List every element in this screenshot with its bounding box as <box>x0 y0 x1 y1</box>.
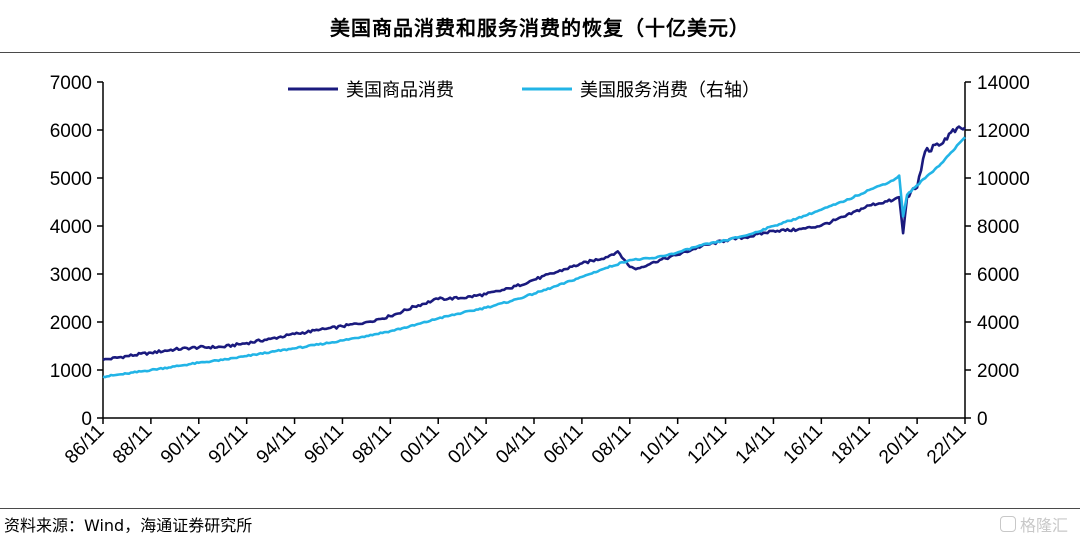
y-right-tick-label-0: 0 <box>977 409 988 430</box>
y-right-tick-label-3: 6000 <box>977 265 1019 286</box>
x-tick-label-3: 92/11 <box>205 421 252 468</box>
x-tick-label-2: 90/11 <box>157 421 204 468</box>
source-note: 资料来源：Wind，海通证券研究所 <box>4 516 253 535</box>
x-tick-label-12: 10/11 <box>636 421 683 468</box>
y-left-tick-label-0: 0 <box>81 409 92 430</box>
x-tick-label-17: 20/11 <box>875 421 922 468</box>
x-tick-label-4: 94/11 <box>253 421 300 468</box>
chart-title: 美国商品消费和服务消费的恢复（十亿美元） <box>330 16 750 40</box>
y-left-tick-label-5: 5000 <box>50 169 92 190</box>
x-tick-label-14: 14/11 <box>732 421 779 468</box>
y-left-tick-label-2: 2000 <box>50 313 92 334</box>
y-left-tick-label-6: 6000 <box>50 121 92 142</box>
x-tick-label-6: 98/11 <box>348 421 395 468</box>
legend-label-1: 美国服务消费（右轴） <box>580 80 760 101</box>
y-right-tick-label-1: 2000 <box>977 361 1019 382</box>
x-tick-label-16: 18/11 <box>827 421 874 468</box>
series-line-0 <box>102 125 966 362</box>
y-right-tick-label-6: 12000 <box>977 121 1030 142</box>
watermark-text: 格隆汇 <box>1019 516 1068 535</box>
x-tick-label-1: 88/11 <box>109 421 156 468</box>
x-tick-label-15: 16/11 <box>779 421 826 468</box>
y-left-tick-label-1: 1000 <box>50 361 92 382</box>
x-tick-label-13: 12/11 <box>684 421 731 468</box>
watermark: 格隆汇 <box>999 512 1068 536</box>
title-band: 美国商品消费和服务消费的恢复（十亿美元） <box>0 0 1080 53</box>
footer-divider <box>0 508 1080 509</box>
legend-label-0: 美国商品消费 <box>346 80 454 101</box>
x-tick-label-8: 02/11 <box>444 421 491 468</box>
x-tick-label-18: 22/11 <box>923 421 970 468</box>
x-tick-label-11: 08/11 <box>588 421 635 468</box>
y-right-tick-label-5: 10000 <box>977 169 1030 190</box>
x-tick-label-7: 00/11 <box>396 421 443 468</box>
y-left-tick-label-3: 3000 <box>50 265 92 286</box>
y-right-tick-label-4: 8000 <box>977 217 1019 238</box>
y-left-tick-label-7: 7000 <box>50 73 92 94</box>
y-right-tick-label-7: 14000 <box>977 73 1030 94</box>
x-tick-label-5: 96/11 <box>301 421 348 468</box>
series-line-1 <box>102 136 966 379</box>
watermark-logo-icon <box>999 516 1016 532</box>
x-tick-label-10: 06/11 <box>540 421 587 468</box>
y-left-tick-label-4: 4000 <box>50 217 92 238</box>
y-right-tick-label-2: 4000 <box>977 313 1019 334</box>
x-tick-label-9: 04/11 <box>492 421 539 468</box>
